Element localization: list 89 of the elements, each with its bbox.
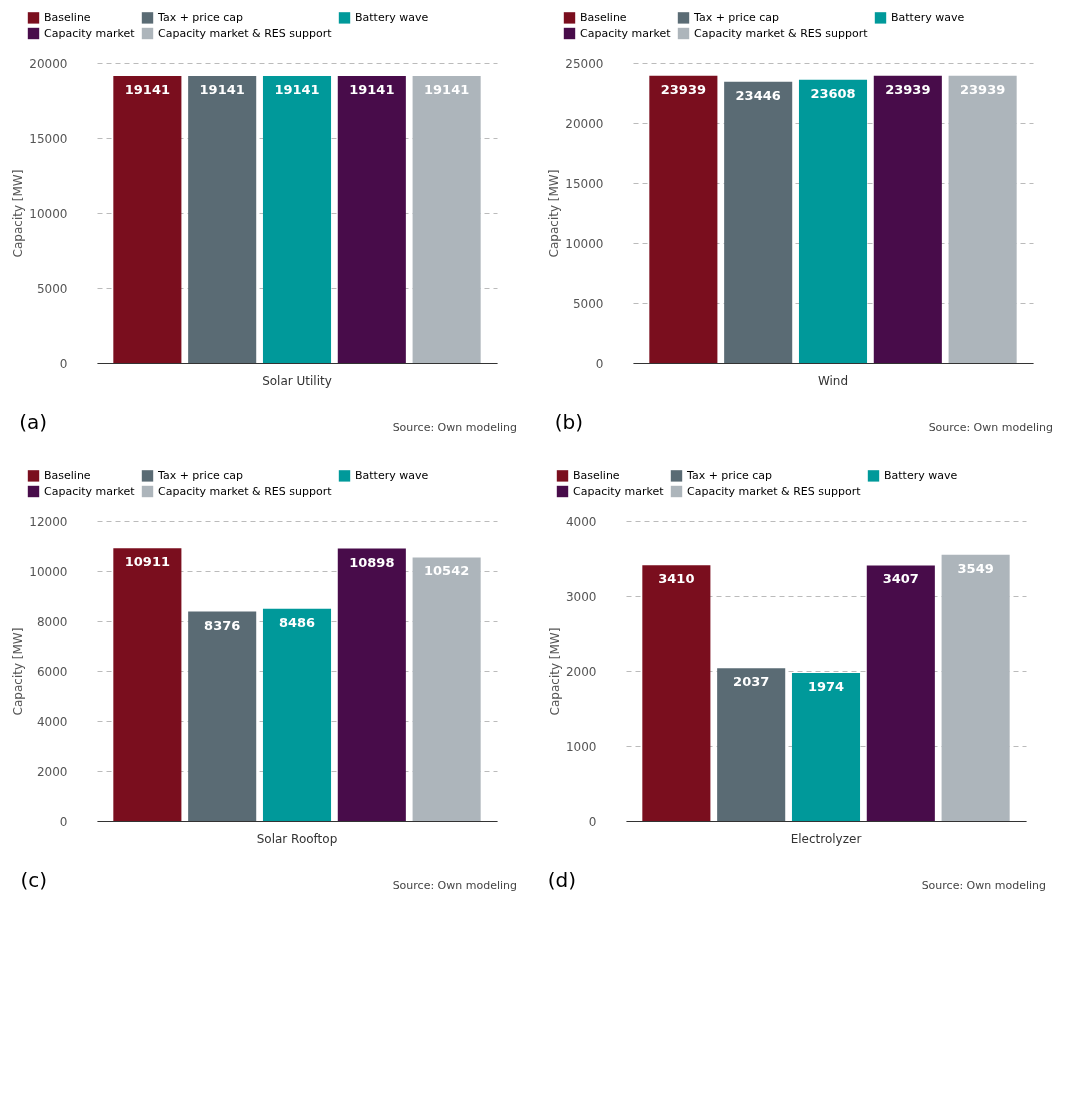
y-tick-label: 10000 bbox=[29, 206, 68, 221]
y-axis-title: Capacity [MW] bbox=[11, 627, 26, 716]
y-tick-label: 15000 bbox=[565, 176, 604, 191]
legend-label: Baseline bbox=[44, 468, 91, 482]
y-tick-label: 6000 bbox=[36, 664, 68, 679]
legend-label: Baseline bbox=[580, 10, 627, 24]
data-label: 23608 bbox=[810, 85, 856, 101]
text: (d) bbox=[547, 868, 576, 892]
source-note: Source: Own modeling bbox=[392, 879, 517, 892]
data-label: 10542 bbox=[424, 563, 470, 579]
data-label: 3407 bbox=[882, 571, 919, 587]
bar bbox=[717, 668, 786, 821]
legend-label: Tax + price cap bbox=[157, 468, 244, 482]
y-tick-label: 4000 bbox=[36, 714, 68, 729]
legend-label: Battery wave bbox=[355, 10, 429, 24]
y-tick-label: 12000 bbox=[29, 514, 68, 529]
y-axis-title: Capacity [MW] bbox=[547, 169, 562, 258]
y-tick-label: 5000 bbox=[36, 281, 68, 296]
y-tick-label: 3000 bbox=[565, 589, 597, 604]
text: (c) bbox=[20, 868, 47, 892]
y-tick-label: 10000 bbox=[565, 236, 604, 251]
legend-label: Baseline bbox=[44, 10, 91, 24]
legend-label: Tax + price cap bbox=[157, 10, 244, 24]
data-label: 8376 bbox=[204, 617, 241, 633]
y-tick-label: 20000 bbox=[29, 56, 68, 71]
y-tick-label: 0 bbox=[595, 356, 604, 371]
x-tick-label: Wind bbox=[817, 373, 849, 388]
data-label: 19141 bbox=[124, 81, 170, 97]
y-tick-label: 15000 bbox=[29, 131, 68, 146]
data-label: 19141 bbox=[199, 81, 245, 97]
bar bbox=[642, 565, 711, 821]
data-label: 10911 bbox=[124, 554, 170, 570]
y-tick-label: 0 bbox=[588, 814, 597, 829]
y-tick-label: 0 bbox=[59, 814, 68, 829]
legend-label: Capacity market & RES support bbox=[694, 26, 869, 40]
data-label: 19141 bbox=[349, 81, 395, 97]
bar bbox=[791, 672, 861, 821]
y-tick-label: 10000 bbox=[29, 564, 68, 579]
legend-label: Tax + price cap bbox=[686, 468, 773, 482]
legend-label: Capacity market bbox=[580, 26, 672, 40]
y-tick-label: 5000 bbox=[572, 296, 604, 311]
y-tick-label: 2000 bbox=[565, 664, 597, 679]
bar bbox=[941, 554, 1010, 821]
data-label: 23939 bbox=[960, 81, 1006, 97]
data-label: 1974 bbox=[807, 678, 845, 694]
legend-label: Capacity market bbox=[44, 26, 136, 40]
source-note: Source: Own modeling bbox=[921, 879, 1046, 892]
source-note: Source: Own modeling bbox=[392, 421, 517, 434]
legend-label: Tax + price cap bbox=[693, 10, 780, 24]
legend-label: Baseline bbox=[573, 468, 620, 482]
bar bbox=[337, 548, 406, 821]
source-note: Source: Own modeling bbox=[928, 421, 1053, 434]
data-label: 19141 bbox=[274, 81, 320, 97]
y-tick-label: 8000 bbox=[36, 614, 68, 629]
y-tick-label: 0 bbox=[59, 356, 68, 371]
y-tick-label: 2000 bbox=[36, 764, 68, 779]
bar bbox=[262, 608, 332, 821]
bar bbox=[113, 548, 182, 821]
y-axis-title: Capacity [MW] bbox=[11, 169, 26, 258]
x-tick-label: Solar Rooftop bbox=[256, 831, 338, 846]
legend-label: Capacity market & RES support bbox=[687, 484, 862, 498]
legend-label: Battery wave bbox=[884, 468, 958, 482]
text: (b) bbox=[554, 410, 583, 434]
legend-label: Battery wave bbox=[355, 468, 429, 482]
data-label: 23446 bbox=[735, 87, 781, 103]
data-label: 3410 bbox=[658, 571, 695, 587]
x-tick-label: Electrolyzer bbox=[790, 831, 862, 846]
y-axis-title: Capacity [MW] bbox=[547, 627, 562, 716]
data-label: 23939 bbox=[885, 81, 931, 97]
data-label: 2037 bbox=[733, 674, 770, 690]
data-label: 19141 bbox=[424, 81, 470, 97]
bar bbox=[412, 557, 481, 821]
bar bbox=[188, 611, 257, 821]
data-label: 3549 bbox=[957, 560, 994, 576]
data-label: 8486 bbox=[278, 614, 316, 630]
y-tick-label: 1000 bbox=[565, 739, 597, 754]
x-tick-label: Solar Utility bbox=[262, 373, 332, 388]
legend-label: Capacity market bbox=[573, 484, 665, 498]
legend-label: Battery wave bbox=[891, 10, 965, 24]
y-tick-label: 25000 bbox=[565, 56, 604, 71]
legend-label: Capacity market bbox=[44, 484, 136, 498]
y-tick-label: 20000 bbox=[565, 116, 604, 131]
data-label: 23939 bbox=[660, 81, 706, 97]
bar bbox=[866, 565, 935, 821]
legend-label: Capacity market & RES support bbox=[158, 484, 333, 498]
text: (a) bbox=[19, 410, 47, 434]
legend-label: Capacity market & RES support bbox=[158, 26, 333, 40]
data-label: 10898 bbox=[349, 554, 395, 570]
y-tick-label: 4000 bbox=[565, 514, 597, 529]
